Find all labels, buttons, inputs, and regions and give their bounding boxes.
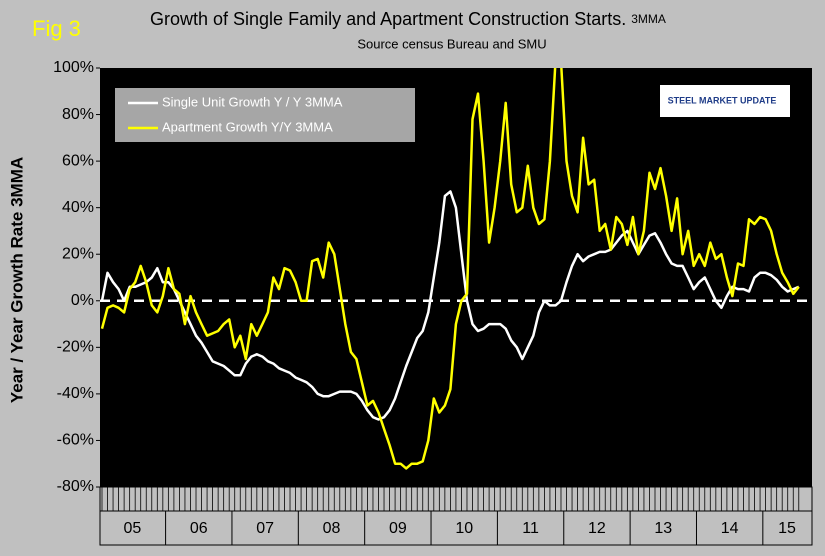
series-line (100, 68, 800, 470)
x-tick-label: 11 (522, 520, 539, 537)
y-tick-label: -80% (57, 478, 94, 495)
x-tick-label: 08 (323, 520, 341, 537)
logo-box (660, 85, 790, 117)
x-tick-label: 05 (124, 520, 142, 537)
y-tick-label: 100% (53, 59, 94, 76)
legend-label: Apartment Growth Y/Y 3MMA (162, 119, 333, 134)
x-tick-label: 10 (455, 520, 473, 537)
title-note: 3MMA (631, 12, 666, 26)
x-tick-label: 13 (654, 520, 672, 537)
logo-text: STEEL MARKET UPDATE (668, 95, 777, 105)
chart-title: Growth of Single Family and Apartment Co… (150, 9, 666, 29)
y-tick-label: 40% (62, 199, 94, 216)
logo: STEEL MARKET UPDATE (660, 85, 790, 117)
legend (115, 88, 415, 142)
y-tick-label: -20% (57, 339, 94, 356)
x-tick-label: 15 (778, 520, 796, 537)
y-tick-label: -60% (57, 432, 94, 449)
x-tick-label: 12 (588, 520, 606, 537)
x-tick-label: 09 (389, 520, 407, 537)
x-tick-label: 07 (256, 520, 274, 537)
plot (100, 68, 812, 470)
x-tick-label: 06 (190, 520, 208, 537)
y-tick-label: 60% (62, 152, 94, 169)
title-main: Growth of Single Family and Apartment Co… (150, 9, 626, 29)
y-tick-label: -40% (57, 385, 94, 402)
figure-label: Fig 3 (32, 16, 81, 41)
y-axis-label: Year / Year Growth Rate 3MMA (7, 157, 26, 403)
x-tick-label: 14 (721, 520, 739, 537)
subtitle: Source census Bureau and SMU (357, 36, 546, 51)
series-line (100, 190, 800, 421)
y-tick-label: 20% (62, 245, 94, 262)
y-tick-label: 80% (62, 106, 94, 123)
legend-label: Single Unit Growth Y / Y 3MMA (162, 94, 343, 109)
y-tick-label: 0% (71, 292, 94, 309)
